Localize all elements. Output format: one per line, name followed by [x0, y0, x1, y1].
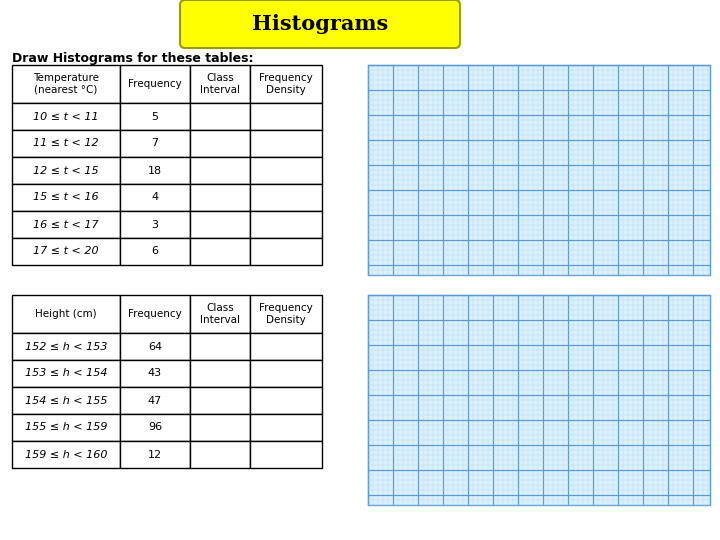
Bar	[120, 157, 190, 184]
Text: 7: 7	[151, 138, 158, 149]
Bar	[12, 414, 120, 441]
Bar	[190, 295, 250, 333]
Bar	[190, 65, 250, 103]
Bar	[12, 157, 120, 184]
Bar	[12, 211, 120, 238]
Text: Frequency: Frequency	[128, 309, 182, 319]
Bar	[120, 211, 190, 238]
Text: 5: 5	[151, 111, 158, 122]
Bar	[250, 130, 322, 157]
Bar	[368, 65, 710, 275]
Text: 154 ≤ h < 155: 154 ≤ h < 155	[24, 395, 107, 406]
Text: 12: 12	[148, 449, 162, 460]
Bar	[12, 103, 120, 130]
Text: 16 ≤ t < 17: 16 ≤ t < 17	[33, 219, 99, 230]
Bar	[120, 414, 190, 441]
Bar	[190, 211, 250, 238]
Bar	[250, 157, 322, 184]
Bar	[190, 157, 250, 184]
Text: 11 ≤ t < 12: 11 ≤ t < 12	[33, 138, 99, 149]
Bar	[12, 238, 120, 265]
Text: 153 ≤ h < 154: 153 ≤ h < 154	[24, 368, 107, 379]
Text: 152 ≤ h < 153: 152 ≤ h < 153	[24, 341, 107, 352]
Bar	[12, 184, 120, 211]
Bar	[120, 130, 190, 157]
Bar	[120, 295, 190, 333]
Text: 17 ≤ t < 20: 17 ≤ t < 20	[33, 246, 99, 256]
Text: Draw Histograms for these tables:: Draw Histograms for these tables:	[12, 52, 253, 65]
Bar	[250, 65, 322, 103]
Bar	[250, 184, 322, 211]
Bar	[120, 238, 190, 265]
Text: Frequency
Density: Frequency Density	[259, 73, 313, 95]
Bar	[190, 441, 250, 468]
Bar	[190, 238, 250, 265]
Bar	[12, 441, 120, 468]
Bar	[250, 295, 322, 333]
Text: 64: 64	[148, 341, 162, 352]
Bar	[250, 333, 322, 360]
Bar	[12, 387, 120, 414]
Text: Class
Interval: Class Interval	[200, 303, 240, 325]
Bar	[250, 103, 322, 130]
Text: Histograms: Histograms	[252, 14, 388, 34]
Text: 15 ≤ t < 16: 15 ≤ t < 16	[33, 192, 99, 202]
Bar	[120, 360, 190, 387]
Bar	[12, 360, 120, 387]
Bar	[190, 414, 250, 441]
Bar	[250, 360, 322, 387]
Bar	[12, 130, 120, 157]
Bar	[190, 360, 250, 387]
Text: Class
Interval: Class Interval	[200, 73, 240, 95]
Bar	[12, 295, 120, 333]
Bar	[250, 211, 322, 238]
Text: 47: 47	[148, 395, 162, 406]
Text: 18: 18	[148, 165, 162, 176]
Bar	[120, 333, 190, 360]
Text: 96: 96	[148, 422, 162, 433]
Bar	[250, 387, 322, 414]
Bar	[250, 441, 322, 468]
Text: 159 ≤ h < 160: 159 ≤ h < 160	[24, 449, 107, 460]
Bar	[368, 295, 710, 505]
Bar	[12, 333, 120, 360]
Bar	[250, 414, 322, 441]
Text: Temperature
(nearest °C): Temperature (nearest °C)	[33, 73, 99, 95]
Bar	[190, 103, 250, 130]
Bar	[12, 65, 120, 103]
Text: 3: 3	[151, 219, 158, 230]
Bar	[190, 130, 250, 157]
Bar	[120, 65, 190, 103]
Text: Frequency
Density: Frequency Density	[259, 303, 313, 325]
Text: Height (cm): Height (cm)	[35, 309, 96, 319]
Text: 6: 6	[151, 246, 158, 256]
Text: 4: 4	[151, 192, 158, 202]
Bar	[190, 387, 250, 414]
Bar	[120, 184, 190, 211]
Bar	[120, 387, 190, 414]
Bar	[190, 333, 250, 360]
Bar	[120, 103, 190, 130]
Text: 12 ≤ t < 15: 12 ≤ t < 15	[33, 165, 99, 176]
Bar	[120, 441, 190, 468]
FancyBboxPatch shape	[180, 0, 460, 48]
Text: 155 ≤ h < 159: 155 ≤ h < 159	[24, 422, 107, 433]
Text: 43: 43	[148, 368, 162, 379]
Bar	[190, 184, 250, 211]
Text: Frequency: Frequency	[128, 79, 182, 89]
Bar	[250, 238, 322, 265]
Text: 10 ≤ t < 11: 10 ≤ t < 11	[33, 111, 99, 122]
